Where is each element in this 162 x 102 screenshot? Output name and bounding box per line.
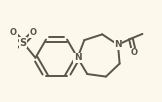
Text: O: O — [10, 28, 17, 37]
Text: O: O — [30, 28, 37, 37]
Text: O: O — [131, 48, 138, 57]
Text: N: N — [114, 40, 122, 49]
Text: N: N — [74, 53, 81, 62]
Text: S: S — [20, 38, 27, 48]
